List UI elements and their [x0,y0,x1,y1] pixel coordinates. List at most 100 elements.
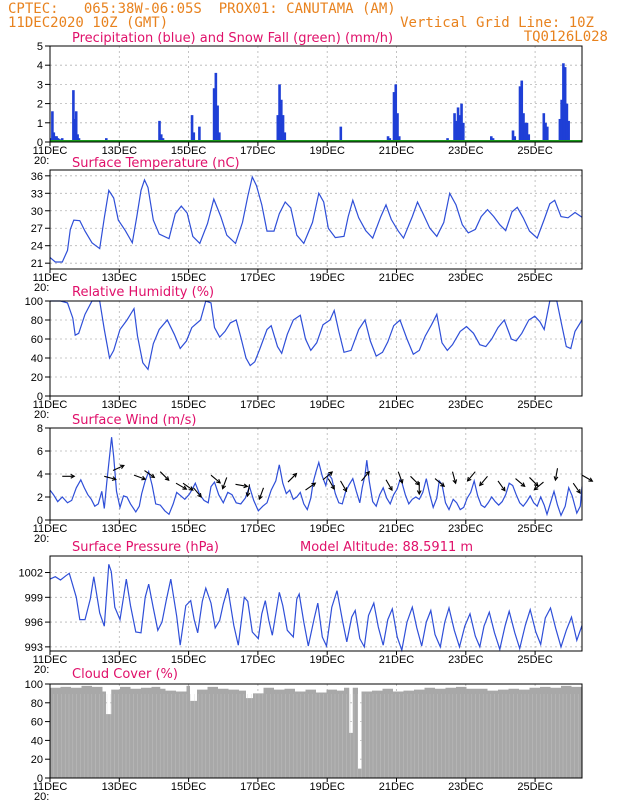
wind-arrow-shaft [497,480,506,492]
precip-bar [278,84,281,142]
precip-bar [53,136,57,142]
wind-arrow-head [520,482,526,488]
precip-bar [190,115,194,142]
x-tick-label: 11DEC [33,654,68,666]
x-tick-label: 21DEC [379,523,415,535]
wind-arrow-head [533,485,539,491]
x-tick-label: 19DEC [309,654,345,666]
y-tick-label: 33 [31,188,43,200]
x-tick-label: 13DEC [102,272,138,284]
wind-arrow-shaft [235,483,248,487]
wind-arrow [434,478,446,488]
precip-bar [525,122,529,142]
wind-arrow [410,475,420,486]
precip-bar [562,63,565,142]
x-tick-label: 11DEC [33,399,68,411]
precip-bar [76,134,79,142]
y-tick-label: 4 [37,60,43,72]
x-tick-label: 13DEC [102,523,138,535]
wind-arrow-head [150,473,156,479]
y-tick-label: 1 [37,118,43,130]
wind-arrow-shaft [361,471,370,482]
x-tick-label: 21DEC [379,399,415,411]
x-tick-label: 23DEC [448,399,484,411]
x-tick-label: 25DEC [517,145,553,157]
wind-arrow [466,471,476,482]
y-tick-label: 24 [31,241,43,253]
precip-bar [455,120,458,142]
wind-arrow-shaft [287,473,297,483]
wind-arrow [221,477,228,490]
precip-bar [518,86,522,142]
x-tick-label: 23DEC [448,523,484,535]
wind-arrow [104,475,117,481]
y-tick-label: 60 [31,334,43,346]
wind-arrow [533,481,544,491]
wind-arrow-shaft [193,487,202,498]
wind-arrow [416,482,422,496]
x-tick-label: 17DEC [240,781,276,793]
precip-bar [339,126,343,142]
wind-arrow-shaft [144,470,155,478]
wind-arrow-shaft [305,482,316,491]
x-tick-label: 21DEC [379,781,415,793]
model-altitude-note: Model Altitude: 88.5911 m [300,540,473,555]
wind-arrow-shaft [210,474,221,484]
x-tick-label: 11DEC [33,145,68,157]
y-tick-label: 21 [31,258,43,270]
y-tick-label: 8 [37,423,43,435]
precip-bar [198,126,201,142]
x-tick-label: 15DEC [171,781,207,793]
y-tick-label: 100 [25,296,43,308]
station-header: CPTEC: 065:38W-06:05S PROX01: CANUTAMA (… [8,1,396,17]
wind-frame [49,427,583,521]
wind-arrow [287,472,298,483]
year-stub-label: 20: [34,664,49,676]
wind-arrow-head [243,483,249,489]
wind-arrow-head [292,472,298,478]
precip-title: Precipitation (blue) and Snow Fall (gree… [72,31,393,46]
x-tick-label: 25DEC [517,781,553,793]
wind-arrow [175,482,188,490]
temp-frame [49,169,583,270]
wind-arrow-shaft [327,478,335,490]
precip-bar [212,88,216,142]
precip-bar [563,67,567,142]
wind-arrow-head [466,476,472,482]
precip-bar [280,99,283,142]
y-tick-label: 40 [31,353,43,365]
precip-bar [158,120,161,142]
wind-arrow-head [311,482,317,488]
wind-arrow [245,484,251,498]
precip-bar [527,134,531,142]
y-tick-label: 6 [37,446,43,458]
wind-arrow-shaft [434,478,445,487]
precip-bar [542,113,546,142]
wind-arrow-head [501,486,506,492]
precip-bar [522,113,525,142]
precip-bar [544,122,547,142]
y-tick-label: 30 [31,206,43,218]
wind-arrow [210,474,222,484]
precip-bar [55,136,58,142]
x-tick-label: 13DEC [102,145,138,157]
wind-arrow [327,478,335,490]
precip-bar [520,80,524,142]
rh-frame [49,300,583,397]
wind-arrow [451,471,458,485]
grid-line-note: Vertical Grid Line: 10Z [400,15,594,31]
wind-arrow-shaft [397,471,403,484]
wind-arrow [133,474,147,481]
wind-arrow-shaft [451,471,457,484]
y-tick-label: 100 [25,679,43,691]
wind-arrow-head [111,476,117,481]
x-tick-label: 17DEC [240,523,276,535]
precip-bar [283,132,287,142]
wind-arrow-shaft [322,471,333,481]
wind-arrow-head [440,482,446,488]
y-tick-label: 20 [31,754,43,766]
x-tick-label: 15DEC [171,272,207,284]
wind-arrow [529,477,539,487]
y-tick-label: 0 [37,137,43,149]
model-code: TQ0126L028 [523,29,608,45]
